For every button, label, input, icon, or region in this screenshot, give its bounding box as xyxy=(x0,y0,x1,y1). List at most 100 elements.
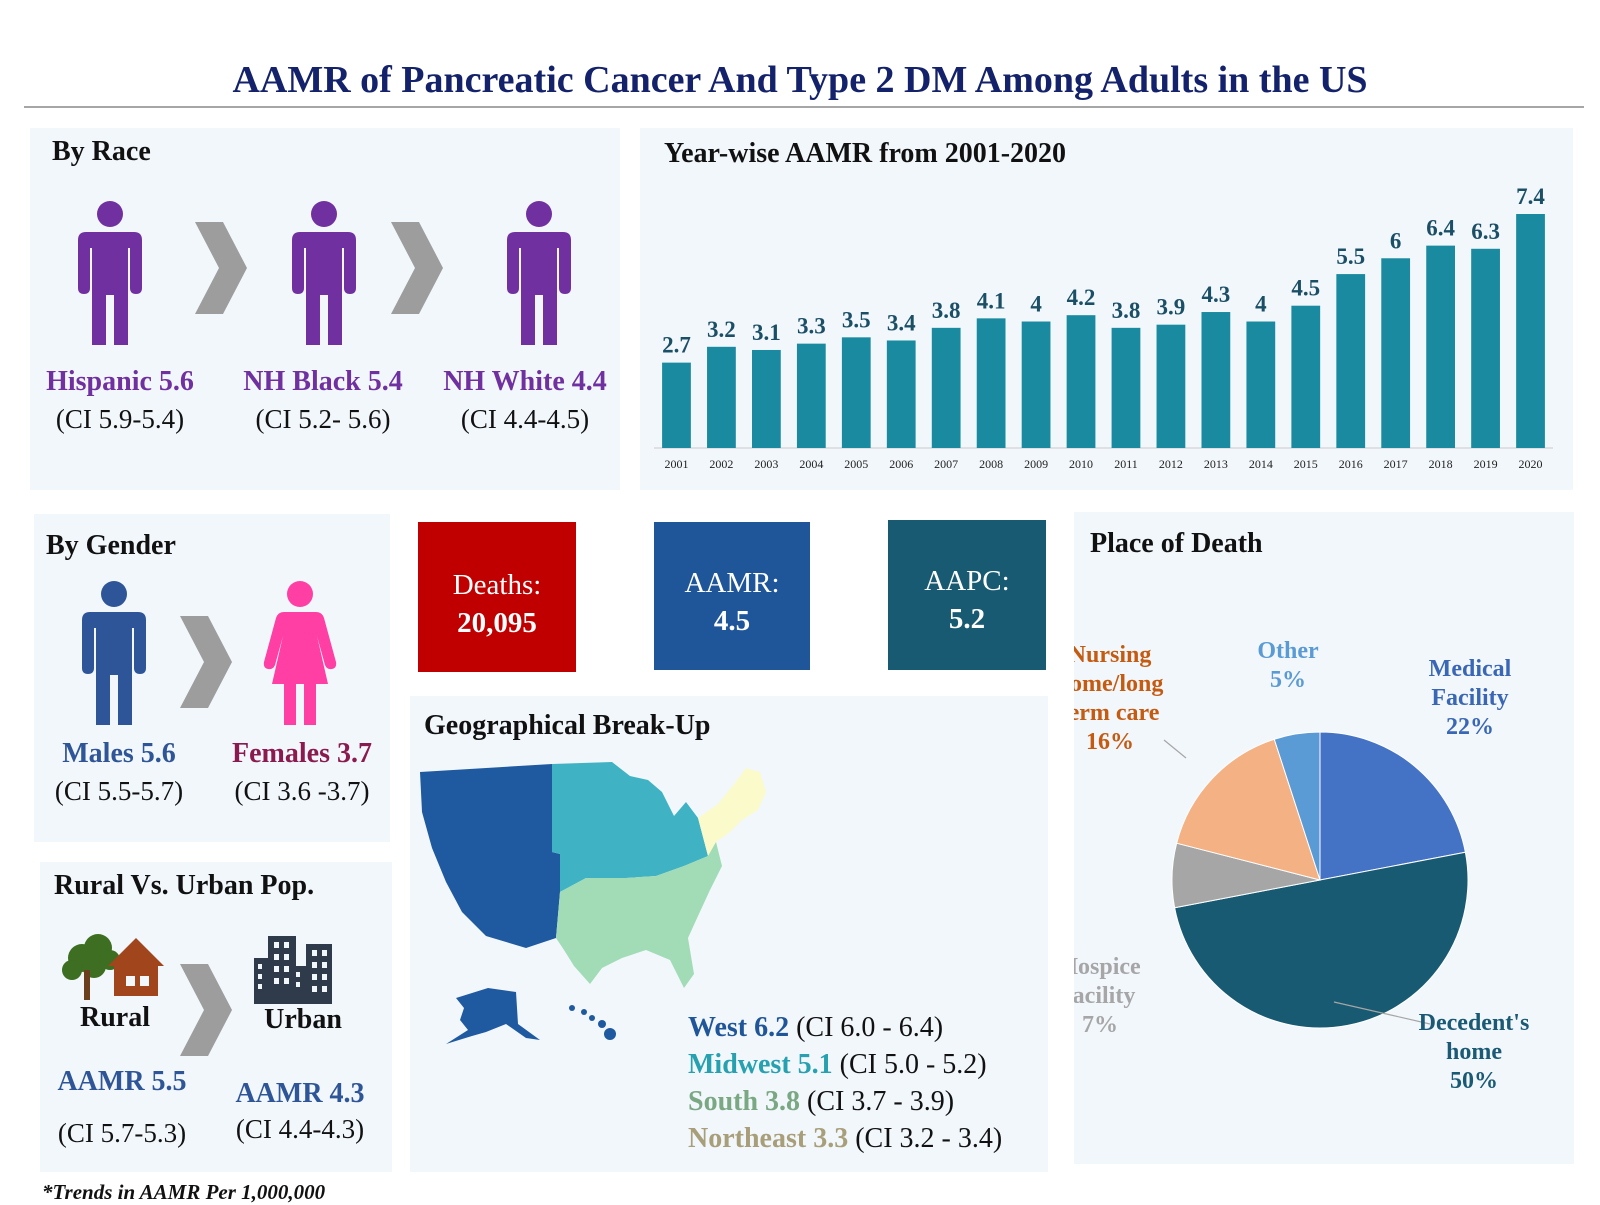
bar-value-label: 3.8 xyxy=(1112,298,1141,323)
female-icon xyxy=(263,581,337,725)
kpi-aamr: AAMR: 4.5 xyxy=(654,522,810,670)
bar xyxy=(1471,248,1500,448)
gender-panel-title: By Gender xyxy=(46,530,176,561)
chevron-right-icon xyxy=(180,964,232,1056)
male-icon xyxy=(82,581,146,725)
bar-value-label: 3.5 xyxy=(842,307,871,332)
geo-legend-midwest: Midwest 5.1 (CI 5.0 - 5.2) xyxy=(688,1049,987,1081)
pie-slice-label: 5% xyxy=(1270,667,1306,693)
kpi-aamr-value: 4.5 xyxy=(713,605,751,637)
bar-value-label: 3.4 xyxy=(887,310,916,335)
bar-value-label: 3.9 xyxy=(1157,295,1186,320)
bar-value-label: 4.1 xyxy=(977,288,1006,313)
gender-ci-males: (CI 5.5-5.7) xyxy=(54,776,184,806)
pie-slice-label: home/long xyxy=(1074,671,1163,697)
map-region-south xyxy=(556,842,722,988)
kpi-aapc-value: 5.2 xyxy=(948,603,986,635)
pie-slice-label: home xyxy=(1446,1039,1502,1065)
pie-chart-title: Place of Death xyxy=(1090,528,1263,559)
race-panel-title: By Race xyxy=(52,136,151,167)
race-person-icon-3 xyxy=(507,201,571,345)
bar-value-label: 4 xyxy=(1255,292,1267,317)
pie-slice xyxy=(1176,738,1321,881)
geo-region-midwest-ci: (CI 5.0 - 5.2) xyxy=(839,1049,987,1080)
bar xyxy=(1021,321,1051,448)
bar-value-label: 4.3 xyxy=(1202,282,1231,307)
urban-ci: (CI 4.4-4.3) xyxy=(235,1114,365,1144)
kpi-deaths-label: Deaths: xyxy=(452,569,542,601)
bar-value-label: 4.2 xyxy=(1067,285,1096,310)
urban-buildings-icon xyxy=(254,936,332,1004)
bar-value-label: 4 xyxy=(1030,292,1042,317)
bar-tick-label: 2004 xyxy=(799,457,823,471)
bar-tick-label: 2019 xyxy=(1474,457,1498,471)
bar-value-label: 6.4 xyxy=(1426,216,1455,241)
bar xyxy=(1156,324,1186,448)
bar-value-label: 2.7 xyxy=(662,333,691,358)
pie-leader-line xyxy=(1163,739,1187,759)
bar-tick-label: 2013 xyxy=(1204,457,1228,471)
kpi-deaths: Deaths: 20,095 xyxy=(418,522,576,672)
bar xyxy=(1381,258,1411,448)
bar-chart-title: Year-wise AAMR from 2001-2020 xyxy=(664,138,1067,169)
pie-slice-label: Medical xyxy=(1429,656,1512,682)
rural-aamr: AAMR 5.5 xyxy=(57,1066,187,1097)
pie-panel: Place of Death xyxy=(1074,512,1574,1164)
bar-tick-label: 2001 xyxy=(664,457,688,471)
us-map xyxy=(420,762,766,1044)
chevron-right-icon xyxy=(195,222,247,314)
race-label-hispanic: Hispanic 5.6 xyxy=(46,366,194,397)
race-label-nh-white: NH White 4.4 xyxy=(443,366,607,397)
urban-label: Urban xyxy=(264,1004,342,1035)
bar-chart-panel: Year-wise AAMR from 2001-2020 xyxy=(640,128,1573,490)
gender-label-males: Males 5.6 xyxy=(62,738,176,769)
bar-value-label: 6.3 xyxy=(1471,219,1500,244)
bar-value-label: 4.5 xyxy=(1291,276,1320,301)
map-region-west xyxy=(420,764,560,948)
bar xyxy=(841,337,871,448)
chevron-right-icon xyxy=(391,222,443,314)
pie-slice xyxy=(1319,731,1466,881)
bar-value-label: 7.4 xyxy=(1516,184,1545,209)
bar-tick-label: 2020 xyxy=(1519,457,1543,471)
bar-tick-label: 2010 xyxy=(1069,457,1093,471)
geo-panel-title: Geographical Break-Up xyxy=(424,710,711,741)
bar-tick-label: 2011 xyxy=(1114,457,1138,471)
bar-tick-label: 2006 xyxy=(889,457,913,471)
pie-slice-label: 50% xyxy=(1450,1068,1498,1094)
bar xyxy=(931,327,961,448)
gender-label-females: Females 3.7 xyxy=(232,738,372,769)
bar-tick-label: 2012 xyxy=(1159,457,1183,471)
pie-slice-label: 16% xyxy=(1086,729,1134,755)
bar xyxy=(1426,245,1456,448)
pie-slice-label: facility xyxy=(1074,983,1135,1009)
kpi-deaths-value: 20,095 xyxy=(457,607,537,639)
bar xyxy=(662,362,691,448)
bar-tick-label: 2005 xyxy=(844,457,868,471)
pie-slice-label: Nursing xyxy=(1074,642,1151,668)
geo-region-northeast-name: Northeast 3.3 xyxy=(688,1123,849,1154)
bar-tick-label: 2007 xyxy=(934,457,958,471)
bar xyxy=(1201,312,1231,448)
bar-tick-label: 2009 xyxy=(1024,457,1048,471)
kpi-aapc: AAPC: 5.2 xyxy=(888,520,1046,670)
bar xyxy=(796,343,826,448)
bar xyxy=(1066,315,1096,448)
pie-slice-label: Other xyxy=(1257,638,1319,664)
bar-value-label: 3.8 xyxy=(932,298,961,323)
kpi-aamr-label: AAMR: xyxy=(684,567,780,599)
map-region-alaska xyxy=(446,988,540,1044)
bar-value-label: 6 xyxy=(1390,228,1402,253)
pie-chart: Medical Facility 22% Decedent's home 50% Hospi… xyxy=(1074,638,1529,1094)
bar-chart: 2.7 2001 3.2 2002 3.1 2003 3.3 2004 3.5 2005 3.4 20… xyxy=(654,184,1553,471)
bar-value-label: 3.2 xyxy=(707,317,736,342)
rural-label: Rural xyxy=(80,1002,150,1033)
bar-tick-label: 2008 xyxy=(979,457,1003,471)
bar-tick-label: 2018 xyxy=(1429,457,1453,471)
urban-aamr: AAMR 4.3 xyxy=(235,1078,365,1109)
race-ci-nh-white: (CI 4.4-4.5) xyxy=(460,404,590,434)
bar xyxy=(1246,321,1276,448)
race-person-icon-1 xyxy=(78,201,142,345)
bar-value-label: 3.3 xyxy=(797,314,826,339)
race-person-icon-2 xyxy=(292,201,356,345)
